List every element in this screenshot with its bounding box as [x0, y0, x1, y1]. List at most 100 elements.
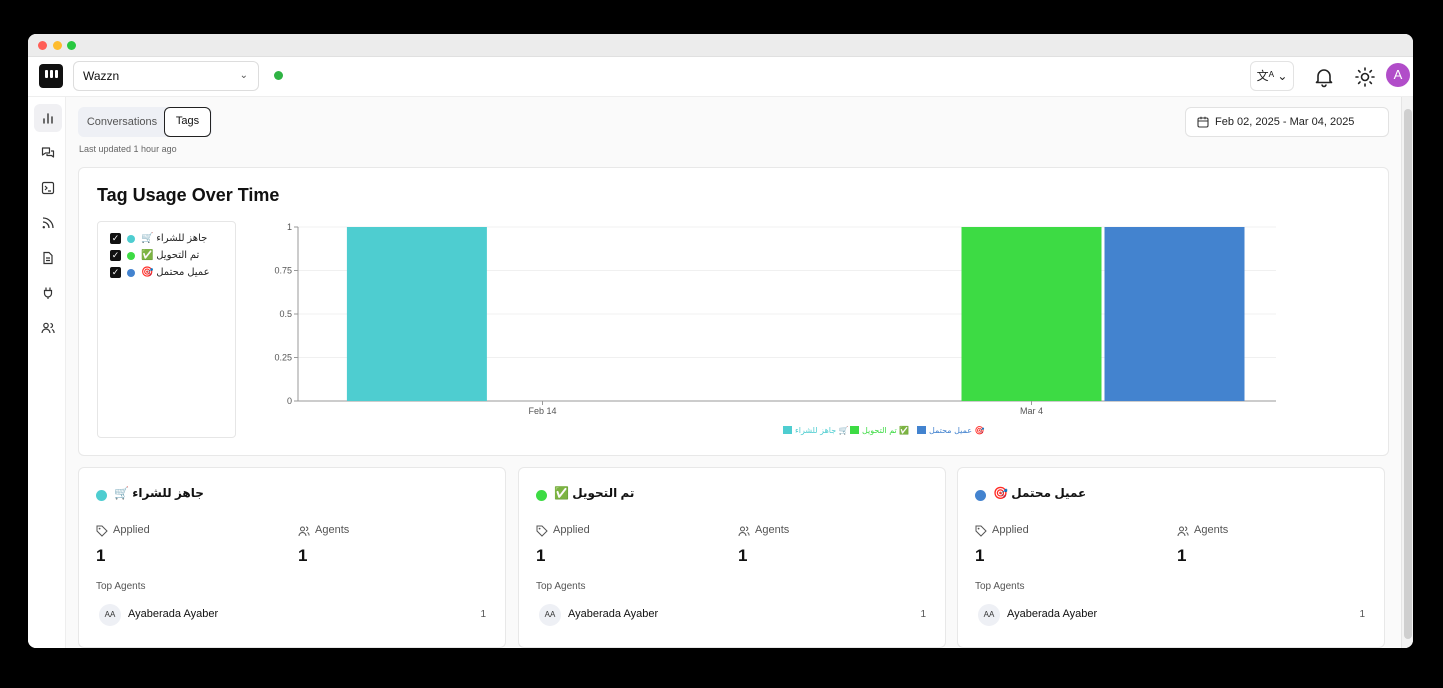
agent-count: 1: [1359, 609, 1365, 620]
agent-name[interactable]: Ayaberada Ayaber: [1007, 608, 1098, 620]
scroll-thumb[interactable]: [1404, 109, 1412, 639]
plug-icon: [43, 287, 53, 299]
user-avatar[interactable]: A: [1386, 63, 1410, 87]
y-tick-label: 0.75: [274, 266, 292, 276]
applied-count: 1: [96, 546, 106, 565]
checkbox-checked-icon[interactable]: ✓: [110, 267, 121, 278]
rss-icon: [42, 217, 54, 229]
tag-card-title: عميل محتمل 🎯: [993, 486, 1087, 500]
users-icon: [41, 322, 55, 334]
users-icon: [1177, 526, 1189, 537]
agents-label: Agents: [1177, 524, 1228, 537]
agent-name[interactable]: Ayaberada Ayaber: [128, 608, 219, 620]
agents-count: 1: [1177, 546, 1187, 565]
applied-label: Applied: [536, 524, 590, 537]
legend-swatch: [917, 426, 926, 434]
tag-color-dot: [127, 235, 135, 243]
connection-status-dot: [274, 71, 283, 80]
tag-color-dot: [127, 269, 135, 277]
top-agents-label: Top Agents: [96, 581, 146, 592]
users-icon: [298, 526, 310, 537]
checkbox-checked-icon[interactable]: ✓: [110, 250, 121, 261]
tag-color-dot: [536, 490, 547, 501]
sidebar-item-conversations[interactable]: [34, 139, 62, 167]
workspace-name: Wazzn: [83, 69, 120, 83]
document-icon: [43, 251, 53, 265]
sidebar-item-integrations[interactable]: [34, 279, 62, 307]
tag-filter-label: عميل محتمل 🎯: [141, 267, 210, 278]
calendar-icon: [1197, 116, 1209, 128]
maximize-window-button[interactable]: [67, 41, 76, 50]
sidebar-item-users[interactable]: [34, 314, 62, 342]
close-window-button[interactable]: [38, 41, 47, 50]
tag-icon: [96, 525, 108, 537]
agent-count: 1: [920, 609, 926, 620]
app-logo[interactable]: [39, 64, 63, 88]
sidebar-item-terminal[interactable]: [34, 174, 62, 202]
y-tick-label: 0: [287, 396, 292, 406]
bar-0-0: [346, 227, 487, 401]
translate-icon: 文ᴬ ⌄: [1256, 69, 1288, 83]
main-content: Conversations Tags Last updated 1 hour a…: [66, 97, 1401, 648]
language-button[interactable]: 文ᴬ ⌄: [1250, 61, 1294, 91]
tag-icon: [536, 525, 548, 537]
legend-label: تم التحويل ✅: [862, 425, 909, 435]
agent-count: 1: [480, 609, 486, 620]
title-bar: [28, 34, 1413, 57]
agent-avatar: AA: [978, 604, 1000, 626]
agents-label: Agents: [298, 524, 349, 537]
y-tick-label: 0.5: [279, 309, 292, 319]
agent-name[interactable]: Ayaberada Ayaber: [568, 608, 659, 620]
app-window: Wazzn ⌄ 文ᴬ ⌄ A: [28, 34, 1413, 648]
minimize-window-button[interactable]: [53, 41, 62, 50]
x-tick-label: Feb 14: [528, 406, 556, 416]
agents-count: 1: [298, 546, 308, 565]
y-tick-label: 0.25: [274, 353, 292, 363]
theme-toggle-icon[interactable]: [1353, 65, 1377, 89]
tag-card: عميل محتمل 🎯 Applied 1 Agents 1 Top Agen…: [957, 467, 1385, 648]
workspace-select[interactable]: Wazzn ⌄: [73, 61, 259, 91]
tag-usage-card: Tag Usage Over Time ✓ جاهز للشراء 🛒 ✓ تم…: [78, 167, 1389, 456]
agents-label: Agents: [738, 524, 789, 537]
tag-usage-chart: 0 0.25 0.5 0.75 1 Feb 14 Mar 4 جاهز للشراء 🛒 تم …: [274, 222, 1276, 435]
agent-avatar: AA: [99, 604, 121, 626]
x-tick-label: Mar 4: [1020, 406, 1043, 416]
chevron-down-icon: ⌄: [239, 70, 248, 81]
top-bar: Wazzn ⌄ 文ᴬ ⌄ A: [28, 57, 1413, 97]
tab-tags[interactable]: Tags: [164, 107, 211, 137]
date-range-picker[interactable]: Feb 02, 2025 - Mar 04, 2025: [1185, 107, 1389, 137]
bar-1-0: [961, 227, 1102, 401]
scrollbar[interactable]: [1401, 97, 1413, 648]
applied-label: Applied: [975, 524, 1029, 537]
tag-color-dot: [127, 252, 135, 260]
y-tick-label: 1: [287, 222, 292, 232]
sidebar-item-feeds[interactable]: [34, 209, 62, 237]
top-agents-label: Top Agents: [536, 581, 586, 592]
bar-chart-icon: [43, 113, 53, 124]
tag-color-dot: [975, 490, 986, 501]
top-agents-label: Top Agents: [975, 581, 1025, 592]
last-updated-text: Last updated 1 hour ago: [79, 144, 177, 154]
checkbox-checked-icon[interactable]: ✓: [110, 233, 121, 244]
sidebar: [28, 97, 66, 648]
sidebar-item-documents[interactable]: [34, 244, 62, 272]
bell-icon[interactable]: [1312, 65, 1336, 89]
agent-avatar: AA: [539, 604, 561, 626]
tag-color-dot: [96, 490, 107, 501]
legend-label: جاهز للشراء 🛒: [795, 425, 849, 435]
legend-swatch: [850, 426, 859, 434]
tag-filter-list: ✓ جاهز للشراء 🛒 ✓ تم التحويل ✅ ✓ عميل مح…: [97, 221, 236, 438]
tab-conversations[interactable]: Conversations: [86, 116, 158, 128]
tag-icon: [975, 525, 987, 537]
chart-title: Tag Usage Over Time: [97, 185, 280, 205]
date-range-text: Feb 02, 2025 - Mar 04, 2025: [1215, 116, 1355, 128]
terminal-icon: [41, 181, 55, 195]
users-icon: [738, 526, 750, 537]
tag-card: جاهز للشراء 🛒 Applied 1 Agents 1 Top Age…: [78, 467, 506, 648]
sidebar-item-analytics[interactable]: [34, 104, 62, 132]
bar-1-1: [1104, 227, 1245, 401]
applied-count: 1: [975, 546, 985, 565]
tag-card: تم التحويل ✅ Applied 1 Agents 1 Top Agen…: [518, 467, 946, 648]
tag-card-title: جاهز للشراء 🛒: [114, 486, 204, 500]
agents-count: 1: [738, 546, 748, 565]
